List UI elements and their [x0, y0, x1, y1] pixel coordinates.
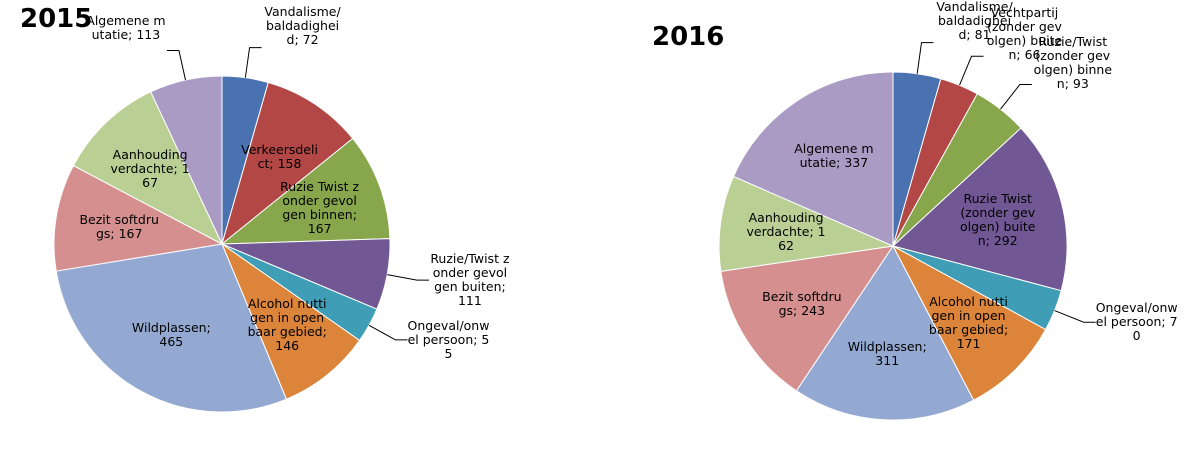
leader-line — [916, 42, 934, 74]
data-label: Ruzie Twist zonder gevolgen binnen; 167 — [280, 178, 360, 236]
data-label: Ongeval/onwel persoon; 70 — [1095, 300, 1178, 344]
leader-line — [368, 324, 408, 341]
pie-slice — [891, 244, 1047, 401]
pie-slice — [220, 242, 361, 400]
data-label: Vandalisme/baldadigheid; 81 — [936, 0, 1013, 42]
data-label: Ruzie/Twist zonder gevolgen buiten; 111 — [430, 251, 510, 309]
leader-line — [166, 49, 186, 81]
pie-slice — [150, 75, 223, 245]
chart-title: 2016 — [652, 22, 725, 52]
data-label: Bezit softdrugs; 243 — [762, 288, 842, 318]
data-label: Algemene mutatie; 337 — [794, 140, 874, 170]
data-label: Aanhouding verdachte; 162 — [746, 209, 826, 253]
pie-slice — [718, 175, 895, 272]
data-label: Ruzie/Twist (zonder gevolgen) binnen; 93 — [1033, 33, 1113, 91]
leader-line — [1054, 310, 1096, 323]
data-label: Bezit softdrugs; 167 — [79, 212, 159, 242]
pie-slice — [220, 137, 391, 245]
leader-line — [387, 274, 429, 281]
data-label: Vandalisme/baldadigheid; 72 — [264, 3, 341, 47]
pie-slice — [720, 245, 895, 392]
data-label: Aanhouding verdachte; 167 — [110, 146, 190, 190]
pie-slice — [795, 245, 975, 421]
pie-slice — [53, 164, 224, 272]
pie-slice — [55, 243, 288, 413]
pie-slice — [72, 91, 224, 246]
leader-line — [959, 55, 984, 86]
data-label: Algemene mutatie; 113 — [86, 13, 166, 43]
data-label: Ruzie Twist (zonder gevolgen) buiten; 29… — [959, 191, 1036, 249]
leader-line — [1000, 84, 1032, 110]
data-label: Ongeval/onwel persoon; 55 — [407, 317, 490, 361]
data-label: Vechtpartij (zonder gevolgen) buiten; 66 — [986, 5, 1063, 63]
leader-line — [244, 47, 262, 78]
pie-slice — [891, 127, 1068, 292]
data-label: Verkeersdelict; 158 — [241, 142, 318, 172]
chart-title: 2015 — [20, 4, 93, 34]
pie-slice — [732, 71, 894, 247]
data-label: Wildplassen; 311 — [847, 338, 927, 368]
pie-slice — [221, 81, 354, 246]
data-label: Alcohol nuttigen in openbaar gebied; 146 — [247, 296, 327, 354]
data-label: Wildplassen; 465 — [131, 320, 211, 350]
data-label: Alcohol nuttigen in openbaar gebied; 171 — [928, 294, 1009, 351]
